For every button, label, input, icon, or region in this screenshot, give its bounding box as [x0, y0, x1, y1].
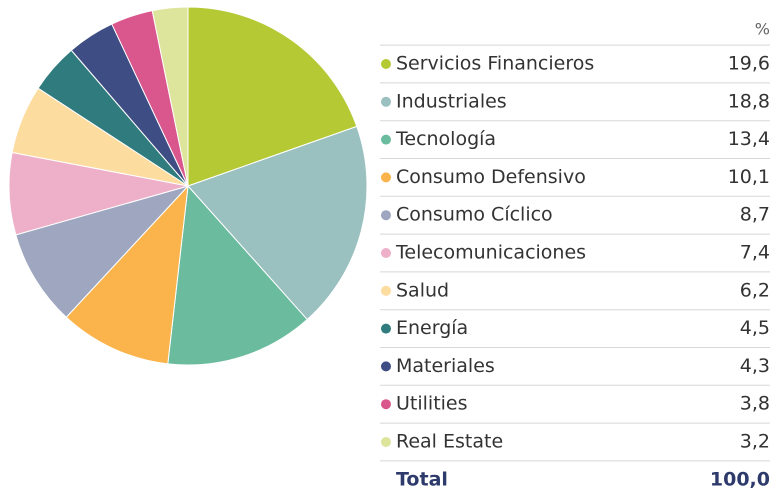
legend-label: Salud — [396, 279, 449, 301]
legend-label: Energía — [396, 317, 468, 339]
legend-swatch — [381, 59, 391, 69]
legend-swatch — [381, 210, 391, 221]
value-label: 13,4 — [728, 128, 770, 150]
value-label: 4,3 — [740, 355, 770, 377]
value-label: 3,2 — [740, 431, 770, 453]
legend-label: Utilities — [396, 393, 468, 415]
total-label: Total — [396, 469, 448, 491]
pie-slice — [15, 185, 190, 318]
legend-swatch — [381, 361, 391, 372]
pie-slice — [187, 125, 368, 321]
pie-slice — [65, 184, 189, 365]
pie-slice — [167, 184, 308, 366]
total-value: 100,0 — [710, 469, 770, 491]
legend-swatch — [381, 248, 391, 258]
legend-label: Telecomunicaciones — [395, 242, 586, 264]
value-label: 4,5 — [740, 317, 770, 339]
value-label: 7,4 — [740, 242, 770, 264]
unit-header: % — [755, 20, 770, 39]
value-label: 18,8 — [728, 90, 770, 112]
legend-label: Consumo Defensivo — [396, 166, 586, 188]
legend-swatch — [381, 323, 391, 334]
legend-label: Tecnología — [395, 128, 496, 150]
value-label: 3,8 — [740, 393, 770, 415]
legend-swatch — [381, 96, 391, 107]
legend-label: Industriales — [396, 90, 507, 112]
legend-swatch — [381, 172, 391, 183]
legend-swatch — [381, 399, 391, 410]
legend-swatch — [381, 285, 391, 296]
legend-swatch — [381, 437, 391, 447]
legend-swatch — [381, 134, 391, 145]
value-label: 6,2 — [740, 279, 770, 301]
legend-label: Real Estate — [396, 431, 503, 453]
value-label: 19,6 — [728, 53, 770, 75]
legend-label: Materiales — [396, 355, 495, 377]
value-label: 8,7 — [740, 204, 770, 226]
value-label: 10,1 — [728, 166, 770, 188]
legend-label: Consumo Cíclico — [396, 204, 553, 226]
legend-label: Servicios Financieros — [396, 53, 594, 75]
pie-slice — [151, 6, 189, 187]
